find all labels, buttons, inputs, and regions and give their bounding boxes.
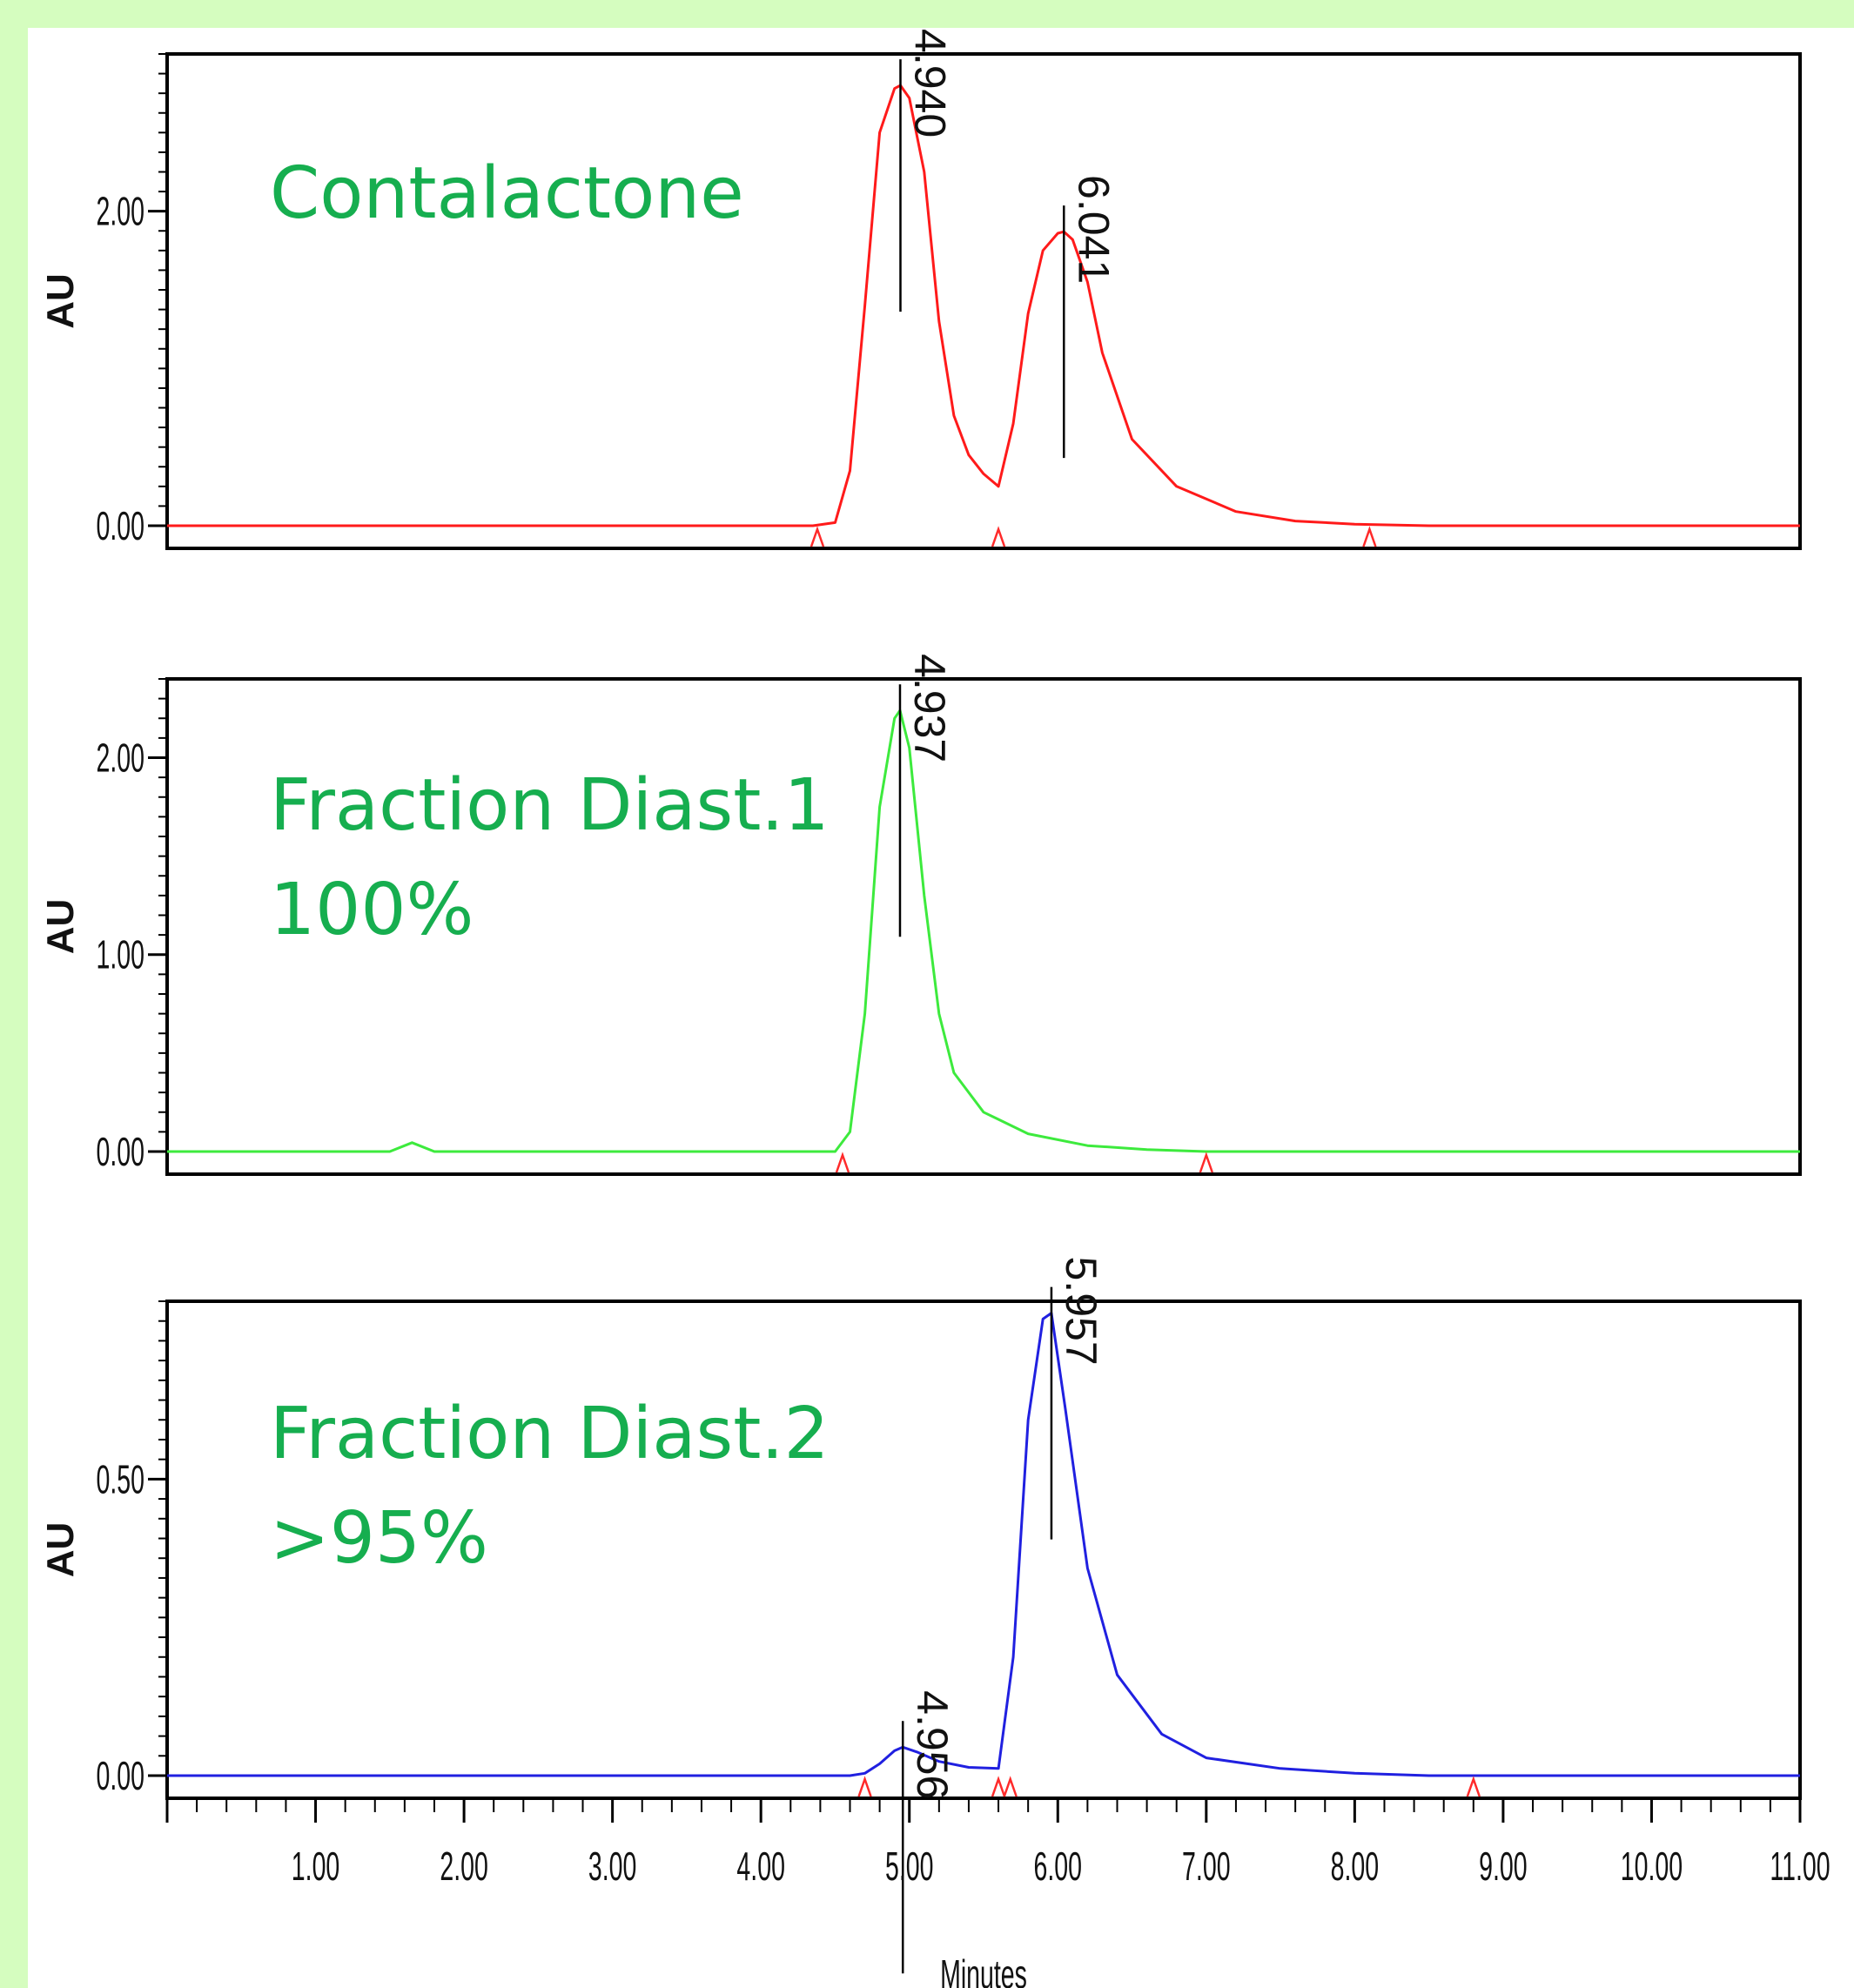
chart-panel-3: 0.00 0.50 AU 4.956 5.957 Fraction Diast.2 >95%… <box>39 1257 1830 1988</box>
x-tick-label: 4.00 <box>736 1844 785 1890</box>
integration-marker <box>1199 1152 1213 1173</box>
y-axis-label: AU <box>39 273 82 329</box>
integration-marker <box>1003 1776 1018 1797</box>
x-tick-label: 2.00 <box>440 1844 488 1890</box>
x-tick-label: 8.00 <box>1331 1844 1380 1890</box>
peak-retention-label: 6.041 <box>1069 175 1118 284</box>
integration-marker <box>991 526 1006 547</box>
y-axis-label: AU <box>39 899 82 955</box>
x-tick-label: 6.00 <box>1034 1844 1083 1890</box>
x-tick-label: 10.00 <box>1621 1844 1683 1890</box>
y-tick-label: 2.00 <box>96 736 144 782</box>
sample-annotation: Contalactone <box>270 152 744 235</box>
chromatogram-trace <box>167 709 1800 1153</box>
figure-panel: 0.00 2.00 AU 4.940 6.041 Contalactone 0.00 1.00… <box>28 28 1854 1988</box>
x-tick-label: 9.00 <box>1479 1844 1528 1890</box>
peak-retention-label: 4.937 <box>905 654 954 762</box>
y-axis-label: AU <box>39 1522 82 1578</box>
x-tick-label: 5.00 <box>885 1844 934 1890</box>
x-tick-label: 11.00 <box>1770 1844 1830 1890</box>
x-axis-label: Minutes <box>940 1952 1027 1988</box>
x-tick-label: 7.00 <box>1182 1844 1231 1890</box>
plot-frame <box>165 677 1802 1176</box>
y-tick-label: 0.00 <box>96 1130 144 1175</box>
peak-retention-label: 5.957 <box>1057 1257 1105 1366</box>
plot-frame <box>165 52 1802 550</box>
chart-panel-1: 0.00 2.00 AU 4.940 6.041 Contalactone <box>39 29 1802 550</box>
plot-frame <box>165 1300 1802 1800</box>
integration-marker <box>991 1776 1006 1797</box>
x-tick-label: 3.00 <box>588 1844 637 1890</box>
chromatogram-trace <box>167 84 1800 527</box>
peak-retention-label: 4.956 <box>908 1690 957 1799</box>
sample-annotation: >95% <box>270 1497 488 1580</box>
y-tick-label: 1.00 <box>96 933 144 978</box>
integration-marker <box>857 1776 872 1797</box>
integration-marker <box>835 1152 850 1173</box>
chromatogram-trace <box>167 1312 1800 1777</box>
y-tick-label: 0.00 <box>96 504 144 549</box>
y-tick-label: 2.00 <box>96 190 144 235</box>
y-tick-label: 0.50 <box>96 1458 144 1503</box>
chart-panel-2: 0.00 1.00 2.00 AU 4.937 Fraction Diast.1 100% <box>39 654 1802 1176</box>
sample-annotation: 100% <box>270 869 474 951</box>
integration-marker <box>1362 526 1377 547</box>
sample-annotation: Fraction Diast.2 <box>270 1393 830 1475</box>
chromatogram-figure: 0.00 2.00 AU 4.940 6.041 Contalactone 0.00 1.00… <box>39 29 1830 1988</box>
y-tick-label: 0.00 <box>96 1754 144 1799</box>
peak-retention-label: 4.940 <box>905 29 954 138</box>
x-tick-label: 1.00 <box>292 1844 340 1890</box>
integration-marker <box>809 526 825 547</box>
sample-annotation: Fraction Diast.1 <box>270 764 830 847</box>
integration-marker <box>1466 1776 1481 1797</box>
